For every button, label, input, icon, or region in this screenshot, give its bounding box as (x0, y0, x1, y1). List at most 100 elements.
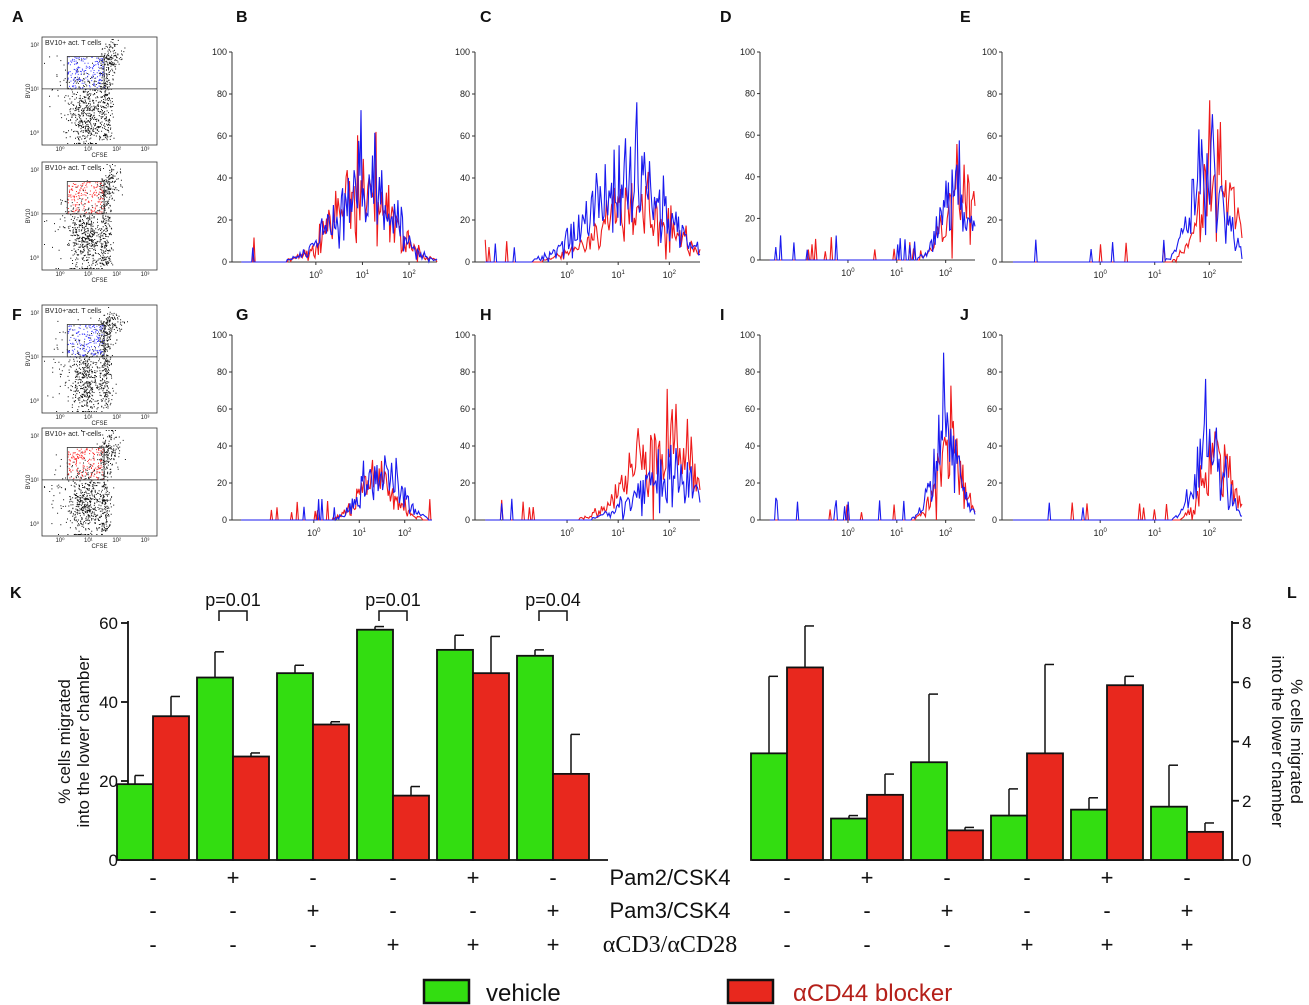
flow-ytick: 10⁰ (30, 398, 40, 405)
condition-l-3-6: + (1181, 932, 1194, 957)
legend: vehicle αCD44 blocker (422, 978, 952, 1005)
hist-series-red (769, 385, 976, 521)
bar-blocker-4 (392, 794, 430, 861)
hist-ytick-label: 60 (987, 131, 997, 141)
flow-xtick: 10² (112, 538, 121, 544)
flow-gate (66, 181, 105, 215)
bar-ytick-label: 6 (1242, 673, 1251, 692)
legend-vehicle-label: vehicle (486, 980, 561, 1005)
flow-xtick: 10³ (141, 415, 150, 421)
histogram-panels: 0 20 40 60 80 100 100 101 102 0 20 40 60 80 100 100 101 1… (212, 47, 1243, 538)
hist-ytick-label: 60 (987, 404, 997, 414)
flow-xtick: 10² (112, 272, 121, 278)
condition-l-2-6: + (1181, 898, 1194, 923)
flow-xtick: 10⁰ (55, 414, 65, 421)
condition-l-3-4: + (1021, 932, 1034, 957)
flow-cytometry-panels: BV10+ act. T cells BV10 CFSE 10² 10¹ 10⁰ 10⁰ 10… (26, 36, 158, 550)
condition-k-2-2: - (229, 898, 236, 923)
pvalue-label: p=0.01 (205, 590, 261, 610)
condition-l-2-2: - (863, 898, 870, 923)
condition-k-2-6: + (547, 898, 560, 923)
hist-xtick-label: 100 (309, 270, 323, 280)
flow-gate-label: BV10+ act. T cells (45, 165, 102, 172)
condition-k-3-4: + (387, 932, 400, 957)
histogram-c: 0 20 40 60 80 100 100 101 102 (455, 47, 701, 280)
flow-xlabel: CFSE (91, 421, 107, 427)
flow-gate-label: BV10+ act. T cells (45, 308, 102, 315)
pvalue-label: p=0.01 (365, 590, 421, 610)
hist-series-red (484, 171, 701, 263)
histogram-e: 0 20 40 60 80 100 100 101 102 (982, 47, 1243, 280)
flow-xtick: 10² (112, 415, 121, 421)
bar-ylabel: % cells migratedinto the lower chamber (55, 655, 93, 827)
flow-ytick: 10¹ (30, 478, 39, 484)
flow-xtick: 10³ (141, 147, 150, 153)
flow-ylabel: BV10 (26, 83, 32, 98)
hist-xtick-label: 101 (890, 528, 904, 538)
panel-label-e: E (960, 9, 971, 26)
panel-label-f: F (12, 307, 22, 324)
hist-ytick-label: 60 (745, 404, 755, 414)
hist-ytick-label: 80 (987, 89, 997, 99)
hist-ytick-label: 20 (745, 213, 755, 223)
bar-vehicle-3 (276, 672, 314, 861)
bar-blocker-3 (946, 829, 984, 861)
hist-ytick-label: 40 (987, 441, 997, 451)
bar-ytick-label: 2 (1242, 792, 1251, 811)
condition-l-2-5: - (1103, 898, 1110, 923)
condition-row-label-2: Pam3/CSK4 (609, 898, 730, 923)
flow-ylabel: BV10 (26, 208, 32, 223)
histogram-d: 0 20 40 60 80 100 100 101 102 (740, 47, 976, 278)
condition-k-1-2: + (227, 865, 240, 890)
hist-xtick-label: 100 (841, 268, 855, 278)
hist-ytick-label: 0 (465, 257, 470, 267)
hist-xtick-label: 101 (890, 268, 904, 278)
condition-l-2-3: + (941, 898, 954, 923)
flow-ytick: 10¹ (30, 355, 39, 361)
condition-l-2-1: - (783, 898, 790, 923)
hist-ytick-label: 0 (750, 255, 755, 265)
flow-plot-frame (41, 36, 158, 146)
flow-xlabel: CFSE (91, 278, 107, 284)
flow-events-black (44, 164, 123, 269)
condition-l-3-1: - (783, 932, 790, 957)
bar-ytick-label: 20 (99, 772, 118, 791)
bar-blocker-4 (1026, 752, 1064, 861)
hist-xtick-label: 100 (1094, 270, 1108, 280)
hist-ytick-label: 0 (992, 515, 997, 525)
condition-k-2-5: - (469, 898, 476, 923)
hist-xtick-label: 101 (1148, 528, 1162, 538)
panel-label-j: J (960, 307, 969, 324)
flow-events-gated (67, 56, 106, 90)
histogram-b: 0 20 40 60 80 100 100 101 102 (212, 47, 438, 280)
condition-k-2-1: - (149, 898, 156, 923)
hist-ytick-label: 60 (745, 130, 755, 140)
bar-ytick-label: 40 (99, 693, 118, 712)
pvalue-bracket (378, 610, 408, 621)
flow-xtick: 10² (112, 147, 121, 153)
histogram-i: 0 20 40 60 80 100 100 101 102 (740, 330, 976, 538)
bar-ytick-label: 60 (99, 614, 118, 633)
bar-chart-k: 0 20 40 60 % cells migratedinto the lower ch… (55, 590, 608, 870)
condition-k-1-4: - (389, 865, 396, 890)
bar-blocker-3 (312, 723, 350, 861)
hist-ytick-label: 20 (217, 478, 227, 488)
hist-ytick-label: 0 (750, 515, 755, 525)
panel-label-l: L (1287, 585, 1297, 602)
pvalue-bracket (538, 610, 568, 621)
flow-xtick: 10¹ (84, 272, 93, 278)
hist-ytick-label: 20 (987, 215, 997, 225)
hist-xtick-label: 101 (612, 270, 626, 280)
hist-ytick-label: 80 (217, 89, 227, 99)
panel-label-k: K (10, 585, 22, 602)
condition-k-3-1: - (149, 932, 156, 957)
hist-ytick-label: 100 (212, 330, 227, 340)
hist-ytick-label: 40 (217, 441, 227, 451)
flow-gate (66, 447, 105, 481)
bar-vehicle-5 (436, 648, 474, 861)
flow-plot-a-top: BV10+ act. T cells BV10 CFSE 10² 10¹ 10⁰ 10⁰ 10… (26, 36, 158, 159)
hist-ytick-label: 100 (740, 47, 755, 57)
hist-ytick-label: 40 (460, 173, 470, 183)
panel-label-h: H (480, 307, 492, 324)
